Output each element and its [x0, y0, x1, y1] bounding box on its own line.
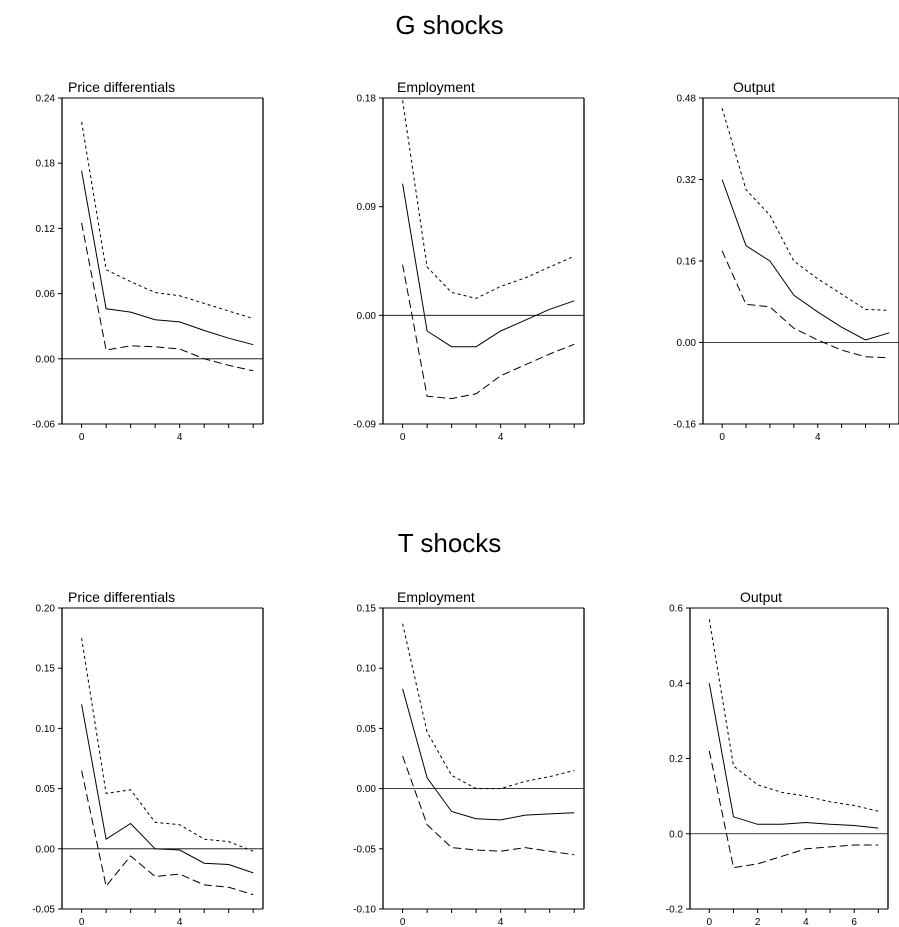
- panel-0-y-tick-label: 0.18: [36, 159, 56, 170]
- panel-2-series-dashed: [721, 250, 890, 359]
- panel-3-y-tick-label: 0.00: [36, 844, 56, 855]
- panel-4-y-tick-label: -0.10: [353, 905, 376, 916]
- panel-4-series-solid: [402, 688, 575, 821]
- panel-5-series-dotted: [708, 619, 879, 812]
- panel-0-y-tick-label: 0.12: [36, 224, 56, 235]
- panel-2-y-tick-label: 0.48: [677, 94, 697, 105]
- panel-3-y-tick-label: -0.05: [32, 905, 55, 916]
- section-title-g-shocks: G shocks: [395, 10, 504, 40]
- panel-1-y-tick-label: 0.18: [357, 94, 377, 105]
- panel-2-y-tick-label: 0.16: [677, 257, 697, 268]
- panel-1-series-dotted: [402, 100, 575, 299]
- panel-0-series-solid: [81, 170, 254, 346]
- panel-4-x-tick-label: 4: [498, 917, 504, 927]
- panel-3-y-tick-label: 0.20: [36, 604, 56, 615]
- panel-1-title: Employment: [397, 79, 475, 95]
- panel-5-y-tick-label: -0.2: [666, 905, 684, 916]
- panel-2-y-tick-label: 0.00: [677, 338, 697, 349]
- panel-1-x-tick-label: 0: [400, 432, 406, 443]
- panel-4-series-dashed: [402, 755, 575, 856]
- panel-0-x-tick-label: 4: [177, 432, 183, 443]
- panel-0-x-tick-label: 0: [79, 432, 85, 443]
- panel-5-y-tick-label: 0.0: [669, 829, 683, 840]
- panel-1-y-tick-label: -0.09: [353, 420, 376, 431]
- panel-1-series-dashed: [402, 264, 575, 400]
- panel-5-x-tick-label: 6: [851, 917, 857, 927]
- panel-0-title: Price differentials: [68, 79, 175, 95]
- panel-0-y-tick-label: -0.06: [32, 420, 55, 431]
- panel-2-x-tick-label: 0: [719, 432, 725, 443]
- panel-2-x-tick-label: 4: [815, 432, 821, 443]
- panel-2-title: Output: [733, 79, 775, 95]
- panel-5-title: Output: [740, 589, 782, 605]
- panel-4-y-tick-label: -0.05: [353, 844, 376, 855]
- panel-3-y-tick-label: 0.15: [36, 664, 56, 675]
- panel-4-title: Employment: [397, 589, 475, 605]
- panel-3-title: Price differentials: [68, 589, 175, 605]
- panel-3-series-dotted: [81, 638, 254, 852]
- panel-2-y-tick-label: -0.16: [673, 420, 696, 431]
- panel-5-series-dashed: [708, 750, 879, 869]
- panel-2-y-tick-label: 0.32: [677, 175, 697, 186]
- panel-5-y-tick-label: 0.4: [669, 679, 683, 690]
- panel-4-y-tick-label: 0.05: [357, 724, 377, 735]
- panel-4-y-tick-label: 0.00: [357, 784, 377, 795]
- panel-0-series-dashed: [81, 222, 254, 372]
- panel-3-series-solid: [81, 704, 254, 874]
- panel-1-x-tick-label: 4: [498, 432, 504, 443]
- panel-0-y-tick-label: 0.06: [36, 289, 56, 300]
- panel-5-y-tick-label: 0.6: [669, 604, 683, 615]
- panel-0-y-tick-label: 0.00: [36, 354, 56, 365]
- panel-0-y-tick-label: 0.24: [36, 94, 56, 105]
- panel-4-y-tick-label: 0.10: [357, 664, 377, 675]
- panel-5-series-solid: [708, 683, 879, 829]
- panel-5-x-tick-label: 2: [755, 917, 761, 927]
- panel-1-y-tick-label: 0.09: [357, 202, 377, 213]
- panel-1-y-tick-label: 0.00: [357, 311, 377, 322]
- panel-3-series-dashed: [81, 770, 254, 896]
- panel-1-series-solid: [402, 183, 575, 348]
- section-title-t-shocks: T shocks: [397, 528, 502, 558]
- panel-4-x-tick-label: 0: [400, 917, 406, 927]
- panel-4-series-dotted: [402, 623, 575, 790]
- panel-3-x-tick-label: 4: [177, 917, 183, 927]
- panel-3-x-tick-label: 0: [79, 917, 85, 927]
- panel-5-y-tick-label: 0.2: [669, 754, 683, 765]
- panel-0-series-dotted: [81, 121, 254, 320]
- panel-4-y-tick-label: 0.15: [357, 604, 377, 615]
- panel-3-y-tick-label: 0.10: [36, 724, 56, 735]
- panel-5-x-tick-label: 0: [707, 917, 713, 927]
- panel-2-series-solid: [721, 179, 890, 341]
- panel-5-x-tick-label: 4: [803, 917, 809, 927]
- panel-3-y-tick-label: 0.05: [36, 784, 56, 795]
- panel-2-series-dotted: [721, 108, 890, 311]
